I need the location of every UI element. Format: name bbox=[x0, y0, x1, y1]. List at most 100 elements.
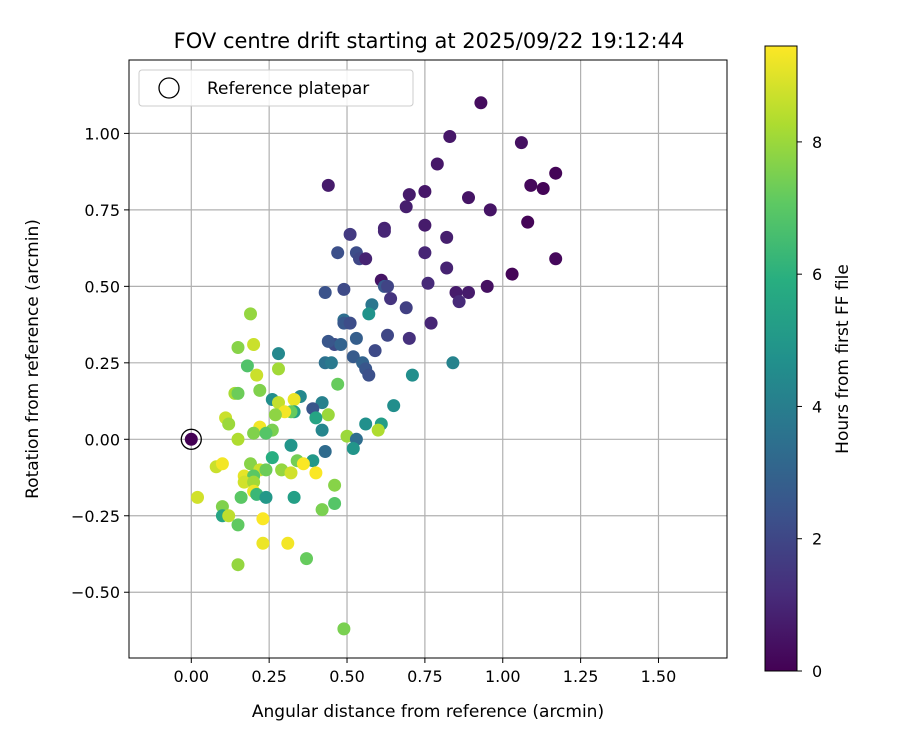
data-point bbox=[231, 558, 245, 572]
data-point bbox=[231, 518, 245, 532]
colorbar-tick-label: 0 bbox=[812, 662, 822, 681]
data-point bbox=[402, 331, 416, 345]
x-tick-label: 1.25 bbox=[563, 667, 599, 686]
data-point bbox=[377, 224, 391, 238]
x-tick-label: 1.00 bbox=[485, 667, 521, 686]
data-point bbox=[328, 478, 342, 492]
data-point bbox=[421, 276, 435, 290]
data-point bbox=[337, 282, 351, 296]
colorbar-gradient bbox=[764, 45, 798, 672]
y-axis-ticks: −0.50 −0.25 0.00 0.25 0.50 0.75 1.00 bbox=[71, 124, 129, 602]
data-point bbox=[253, 383, 267, 397]
reference-point-marker bbox=[180, 428, 202, 450]
colorbar-ticks: 0 2 4 6 8 bbox=[797, 133, 822, 681]
reference-point-fill bbox=[184, 432, 198, 446]
data-point bbox=[247, 338, 261, 351]
data-point bbox=[231, 432, 245, 446]
data-point bbox=[281, 536, 295, 550]
data-point bbox=[418, 246, 432, 260]
y-tick-label: 0.25 bbox=[84, 354, 120, 373]
colorbar-tick-label: 6 bbox=[812, 265, 822, 284]
data-point bbox=[215, 457, 229, 471]
data-point bbox=[272, 347, 285, 361]
colorbar-tick-label: 8 bbox=[812, 133, 822, 152]
chart-title: FOV centre drift starting at 2025/09/22 … bbox=[174, 29, 685, 53]
data-point bbox=[483, 203, 497, 217]
data-point bbox=[334, 338, 348, 351]
data-point bbox=[231, 386, 245, 400]
data-point bbox=[191, 490, 204, 504]
data-point bbox=[418, 185, 432, 198]
data-point bbox=[418, 218, 432, 232]
data-point bbox=[259, 490, 273, 504]
colorbar: 0 2 4 6 8 Hours from first FF file bbox=[764, 45, 853, 681]
y-tick-label: 1.00 bbox=[84, 124, 120, 143]
data-point bbox=[337, 622, 351, 636]
data-point bbox=[315, 396, 329, 410]
data-point bbox=[247, 475, 261, 489]
data-point bbox=[284, 466, 298, 480]
y-tick-label: −0.25 bbox=[71, 507, 120, 526]
data-point bbox=[231, 341, 245, 354]
data-point bbox=[244, 307, 257, 321]
data-point bbox=[381, 328, 394, 342]
data-point bbox=[268, 408, 282, 422]
x-tick-label: 0.75 bbox=[407, 667, 443, 686]
data-point bbox=[265, 451, 279, 465]
data-point bbox=[272, 362, 285, 376]
x-tick-label: 0.25 bbox=[251, 667, 287, 686]
x-axis-ticks: 0.00 0.25 0.50 0.75 1.00 1.25 1.50 bbox=[173, 658, 676, 686]
data-point bbox=[296, 457, 310, 471]
legend: Reference platepar bbox=[138, 69, 414, 107]
y-tick-label: 0.50 bbox=[84, 277, 120, 296]
data-point bbox=[549, 166, 563, 180]
y-axis-label: Rotation from reference (arcmin) bbox=[23, 219, 43, 499]
data-point bbox=[402, 188, 416, 202]
data-point bbox=[250, 368, 264, 382]
data-point bbox=[359, 252, 373, 266]
data-point bbox=[331, 377, 345, 391]
data-point bbox=[321, 178, 335, 192]
data-point bbox=[346, 442, 360, 455]
data-point bbox=[222, 417, 236, 431]
data-point bbox=[318, 445, 332, 458]
data-point bbox=[287, 393, 301, 406]
x-axis-label: Angular distance from reference (arcmin) bbox=[252, 702, 604, 722]
data-point bbox=[287, 490, 301, 504]
data-point bbox=[521, 215, 535, 229]
data-point bbox=[247, 426, 261, 440]
data-point bbox=[240, 359, 254, 373]
data-point bbox=[387, 399, 401, 413]
colorbar-tick-label: 2 bbox=[812, 530, 822, 549]
data-point bbox=[331, 246, 345, 260]
data-point bbox=[284, 438, 298, 452]
data-point bbox=[300, 552, 313, 566]
data-point bbox=[384, 292, 398, 306]
plot-frame bbox=[128, 59, 728, 659]
data-point bbox=[349, 331, 363, 345]
colorbar-label: Hours from first FF file bbox=[833, 264, 853, 454]
y-tick-label: 0.00 bbox=[84, 430, 120, 449]
data-point bbox=[321, 408, 335, 422]
data-point bbox=[399, 200, 413, 214]
data-point bbox=[440, 230, 454, 244]
x-tick-label: 1.50 bbox=[641, 667, 677, 686]
y-tick-label: 0.75 bbox=[84, 201, 120, 220]
x-tick-label: 0.00 bbox=[173, 667, 209, 686]
data-point bbox=[452, 295, 466, 309]
data-point bbox=[405, 368, 419, 382]
data-point bbox=[237, 475, 251, 489]
data-point bbox=[371, 423, 385, 437]
data-point bbox=[222, 509, 236, 523]
data-point bbox=[462, 191, 475, 205]
data-point bbox=[462, 286, 475, 299]
legend-marker bbox=[158, 77, 180, 99]
legend-label: Reference platepar bbox=[207, 79, 369, 99]
data-point bbox=[480, 279, 494, 293]
colorbar-tick-label: 4 bbox=[812, 397, 822, 416]
y-tick-label: −0.50 bbox=[71, 583, 120, 602]
data-point bbox=[315, 423, 329, 437]
data-point bbox=[215, 500, 229, 514]
data-point bbox=[346, 350, 360, 364]
